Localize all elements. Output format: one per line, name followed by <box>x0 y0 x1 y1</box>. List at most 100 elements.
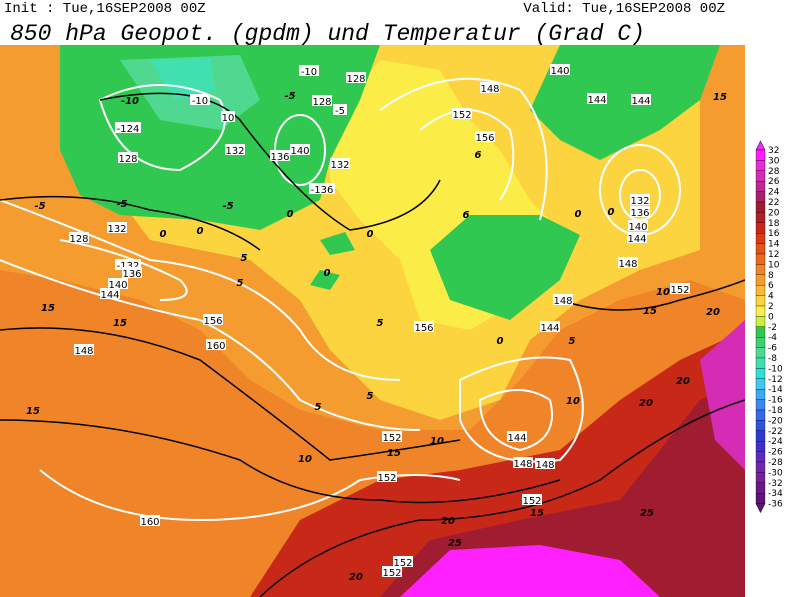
label-box <box>299 65 319 76</box>
label-box <box>333 104 347 115</box>
colorbar-label: 4 <box>768 292 774 302</box>
label-box <box>118 152 138 163</box>
colorbar-swatch <box>755 222 766 234</box>
init-time: Init : Tue,16SEP2008 00Z <box>4 1 206 17</box>
temperature-contours <box>0 92 745 597</box>
geopotential-label: 136 <box>122 269 141 280</box>
colorbar-swatch <box>755 430 766 442</box>
colorbar-label: -18 <box>768 406 783 416</box>
temperature-label: 15 <box>41 303 55 314</box>
temperature-label: -5 <box>222 201 233 212</box>
temperature-label: 5 <box>241 253 248 264</box>
temperature-label: 15 <box>387 448 401 459</box>
geopotential-label: 144 <box>100 290 119 301</box>
label-box <box>203 314 223 325</box>
map-title: 850 hPa Geopot. (gpdm) und Temperatur (G… <box>10 21 645 47</box>
temperature-area <box>150 58 215 100</box>
colorbar-label: 24 <box>768 188 780 198</box>
colorbar-swatch <box>755 264 766 275</box>
label-box <box>627 232 647 243</box>
label-box <box>553 294 573 305</box>
colorbar-label: -16 <box>768 396 783 406</box>
colorbar-swatch <box>755 493 766 504</box>
geopotential-label: -10 <box>301 67 317 78</box>
colorbar-label: -34 <box>768 489 783 499</box>
colorbar-swatch <box>755 170 766 182</box>
label-box <box>330 158 350 169</box>
colorbar-label: -22 <box>768 427 783 437</box>
colorbar-swatch <box>755 368 766 379</box>
temperature-label: 10 <box>298 454 312 465</box>
geopotential-label: 152 <box>393 558 412 569</box>
colorbar-swatch <box>755 274 766 286</box>
colorbar-label: -12 <box>768 375 783 385</box>
map <box>0 45 745 597</box>
colorbar-label: -20 <box>768 416 783 426</box>
colorbar-swatch <box>755 149 766 161</box>
temperature-label: 0 <box>367 229 374 240</box>
temperature-label: 0 <box>608 207 615 218</box>
colorbar-label: -6 <box>768 344 777 354</box>
colorbar-label: -28 <box>768 458 783 468</box>
colorbar-label: -32 <box>768 479 783 489</box>
label-box <box>270 150 290 161</box>
label-box <box>290 144 310 155</box>
label-box <box>540 321 560 332</box>
colorbar-swatch <box>755 472 766 483</box>
geopotential-label: 152 <box>452 110 471 121</box>
temperature-label: 0 <box>287 209 294 220</box>
label-box <box>475 131 495 142</box>
colorbar-label: 12 <box>768 250 779 260</box>
geopotential-label: 156 <box>203 316 222 327</box>
temperature-label: 25 <box>448 538 462 549</box>
colorbar-swatch <box>755 420 766 431</box>
colorbar-label: 32 <box>768 146 779 156</box>
colorbar-swatch <box>755 181 766 192</box>
label-box <box>115 259 141 270</box>
temperature-label: 15 <box>113 318 127 329</box>
geopotential-label: -132 <box>117 261 140 272</box>
colorbar-label: -14 <box>768 385 783 395</box>
colorbar-swatch <box>755 295 766 307</box>
geopotential-label: -136 <box>311 185 334 196</box>
valid-time: Valid: Tue,16SEP2008 00Z <box>523 1 725 17</box>
temperature-label: 20 <box>676 376 690 387</box>
geopotential-label: 144 <box>627 234 646 245</box>
temperature-label: 10 <box>656 287 670 298</box>
colorbar-swatch <box>755 399 766 411</box>
label-box <box>225 144 245 155</box>
label-box <box>587 93 607 104</box>
colorbar-swatch <box>755 389 766 400</box>
label-box <box>309 183 335 194</box>
geopotential-label: 136 <box>270 152 289 163</box>
geopotential-label: 136 <box>630 208 649 219</box>
colorbar-swatch <box>755 357 766 369</box>
colorbar-label: 18 <box>768 219 780 229</box>
colorbar-label: 30 <box>768 156 780 166</box>
colorbar-label: 6 <box>768 281 774 291</box>
colorbar-swatch <box>755 191 766 203</box>
label-box <box>628 220 648 231</box>
temperature-label: 20 <box>349 572 363 583</box>
geopotential-label: 128 <box>118 154 137 165</box>
label-box <box>630 194 650 205</box>
colorbar-swatch <box>755 326 766 338</box>
geopotential-label: -10 <box>192 96 208 107</box>
geopotential-label: 144 <box>507 433 526 444</box>
label-box <box>382 431 402 442</box>
colorbar-arrow <box>755 140 766 151</box>
colorbar-label: 10 <box>768 260 780 270</box>
geopotential-label: 144 <box>587 95 606 106</box>
colorbar-arrow <box>755 503 766 514</box>
geopotential-label: 148 <box>513 459 532 470</box>
temperature-label: 5 <box>237 278 244 289</box>
geopotential-label: 152 <box>522 496 541 507</box>
label-box <box>100 288 120 299</box>
colorbar-swatch <box>755 160 766 171</box>
geopotential-label: 160 <box>140 517 159 528</box>
geopotential-label: 132 <box>330 160 349 171</box>
temperature-area <box>0 45 60 200</box>
colorbar-swatch <box>755 441 766 452</box>
geopotential-label: 140 <box>550 66 569 77</box>
